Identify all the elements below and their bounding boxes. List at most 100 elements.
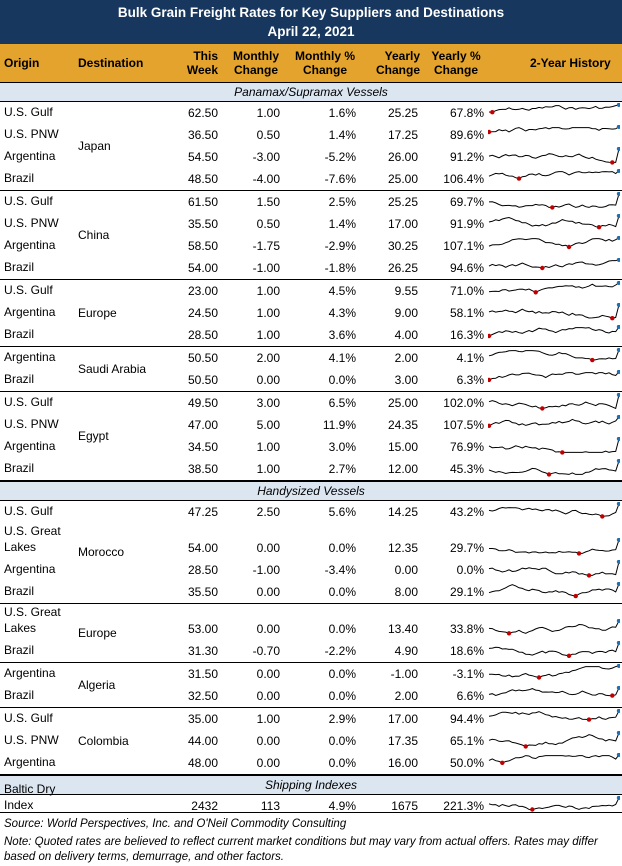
this-week-cell: 48.50 <box>187 172 218 186</box>
table-row: U.S. PNW 35.50 0.50 1.4% 17.00 91.9% <box>0 213 622 235</box>
low-marker <box>488 377 492 383</box>
this-week-cell: 62.50 <box>187 106 218 120</box>
monthly-pct-cell: 2.9% <box>328 712 356 726</box>
monthly-change-cell: 2.00 <box>256 351 280 365</box>
low-marker <box>586 717 592 722</box>
monthly-pct-cell: 2.7% <box>328 462 356 476</box>
yearly-pct-cell: 45.3% <box>449 462 484 476</box>
history-sparkline <box>489 538 620 556</box>
history-sparkline <box>488 303 620 321</box>
low-marker <box>610 693 615 698</box>
destination-group: U.S. Great Lakes 53.00 0.00 0.0% 13.40 33.8% B… <box>0 604 622 663</box>
section-header: Shipping Indexes <box>0 775 622 795</box>
destination-group: Baltic Dry Index 2432 113 4.9% 1675 221.3% <box>0 782 622 817</box>
disclaimer-note: Note: Quoted rates are believed to refle… <box>4 836 598 863</box>
table-row: Argentina 28.50 -1.00 -3.4% 0.00 0.0% <box>0 559 622 581</box>
high-marker <box>616 709 620 713</box>
low-marker <box>540 406 545 411</box>
report-title: Bulk Grain Freight Rates for Key Supplie… <box>117 5 505 20</box>
origin-cell: U.S. Gulf <box>4 194 53 208</box>
origin-cell: U.S. Gulf <box>4 504 53 518</box>
history-sparkline <box>488 393 620 411</box>
this-week-cell: 48.00 <box>187 756 218 770</box>
origin-cell: U.S. Gulf <box>4 711 53 725</box>
history-sparkline <box>488 709 620 722</box>
this-week-cell: 23.00 <box>187 284 218 298</box>
table-row: U.S. Gulf 35.00 1.00 2.9% 17.00 94.4% <box>0 708 622 730</box>
low-marker <box>488 423 492 428</box>
monthly-change-cell: 1.00 <box>256 328 280 342</box>
sparkline-path <box>488 259 620 269</box>
high-marker <box>616 502 620 506</box>
monthly-change-cell: 5.00 <box>256 418 280 432</box>
origin-cell: U.S. PNW <box>4 417 59 431</box>
history-sparkline <box>488 169 620 181</box>
monthly-pct-cell: 0.0% <box>328 541 356 555</box>
yearly-pct-cell: 0.0% <box>456 563 484 577</box>
destination-group: U.S. Gulf 35.00 1.00 2.9% 17.00 94.4% U.S. PNW… <box>0 708 622 775</box>
high-marker <box>616 641 620 645</box>
history-sparkline <box>488 582 620 599</box>
sparkline-path <box>488 503 620 517</box>
high-marker <box>616 619 620 623</box>
table-row: U.S. Gulf 49.50 3.00 6.5% 25.00 102.0% <box>0 392 622 414</box>
monthly-pct-cell: -1.8% <box>324 261 356 275</box>
monthly-pct-cell: 1.4% <box>328 217 356 231</box>
table-row: Argentina 24.50 1.00 4.3% 9.00 58.1% <box>0 302 622 324</box>
sparkline-path <box>488 304 620 319</box>
monthly-change-cell: -4.00 <box>252 172 280 186</box>
monthly-change-cell: -0.70 <box>252 644 280 658</box>
history-sparkline <box>488 147 620 165</box>
table-row: Argentina 50.50 2.00 4.1% 2.00 4.1% <box>0 347 622 369</box>
yearly-change-cell: 8.00 <box>394 585 418 599</box>
yearly-pct-cell: 65.1% <box>449 734 484 748</box>
monthly-pct-cell: 0.0% <box>328 667 356 681</box>
origin-cell: Argentina <box>4 755 56 769</box>
yearly-change-cell: 13.40 <box>387 622 418 636</box>
yearly-change-cell: 4.00 <box>394 328 418 342</box>
yearly-change-cell: 3.00 <box>394 373 418 387</box>
yearly-change-cell: 16.00 <box>387 756 418 770</box>
monthly-change-cell: 0.00 <box>256 585 280 599</box>
low-marker <box>550 205 555 210</box>
high-marker <box>616 236 620 240</box>
high-marker <box>616 415 620 419</box>
this-week-cell: 31.30 <box>187 644 218 658</box>
history-sparkline <box>488 619 620 636</box>
yearly-pct-cell: 107.5% <box>443 418 484 432</box>
monthly-pct-cell: 3.6% <box>328 328 356 342</box>
this-week-cell: 50.50 <box>187 373 218 387</box>
low-marker <box>500 760 505 765</box>
history-sparkline <box>488 560 620 578</box>
table-row: Argentina 58.50 -1.75 -2.9% 30.25 107.1% <box>0 235 622 257</box>
sparkline-path <box>488 170 620 180</box>
monthly-pct-cell: 3.0% <box>328 440 356 454</box>
destination-group: U.S. Gulf 23.00 1.00 4.5% 9.55 71.0% Argentina… <box>0 280 622 347</box>
low-marker <box>488 129 492 135</box>
yearly-change-cell: 15.00 <box>387 440 418 454</box>
sparkline-path <box>488 237 620 248</box>
yearly-pct-cell: 33.8% <box>449 622 484 636</box>
monthly-pct-cell: 4.1% <box>328 351 356 365</box>
table-row: U.S. Great Lakes 53.00 0.00 0.0% 13.40 33.8% <box>0 604 622 640</box>
sparkline-path <box>488 561 620 576</box>
yearly-pct-cell: 71.0% <box>449 284 484 298</box>
monthly-pct-cell: 0.0% <box>328 756 356 770</box>
destination-cell: Saudi Arabia <box>78 362 147 376</box>
yearly-pct-cell: 76.9% <box>449 440 484 454</box>
low-marker <box>488 333 492 339</box>
yearly-pct-cell: 18.6% <box>449 644 484 658</box>
origin-cell: U.S. Gulf <box>4 395 53 409</box>
origin-cell: U.S. PNW <box>4 127 59 141</box>
low-marker <box>560 450 565 455</box>
origin-cell: Argentina <box>4 439 56 453</box>
yearly-change-cell: 17.35 <box>387 734 418 748</box>
high-marker <box>616 192 620 196</box>
header-yearly-change: Yearly Change <box>375 49 420 77</box>
this-week-cell: 28.50 <box>187 328 218 342</box>
yearly-pct-cell: 67.8% <box>449 106 484 120</box>
high-marker <box>616 214 620 218</box>
header-monthly-pct-change: Monthly % Change <box>295 49 355 77</box>
yearly-change-cell: 24.35 <box>387 418 418 432</box>
low-marker <box>576 551 582 556</box>
